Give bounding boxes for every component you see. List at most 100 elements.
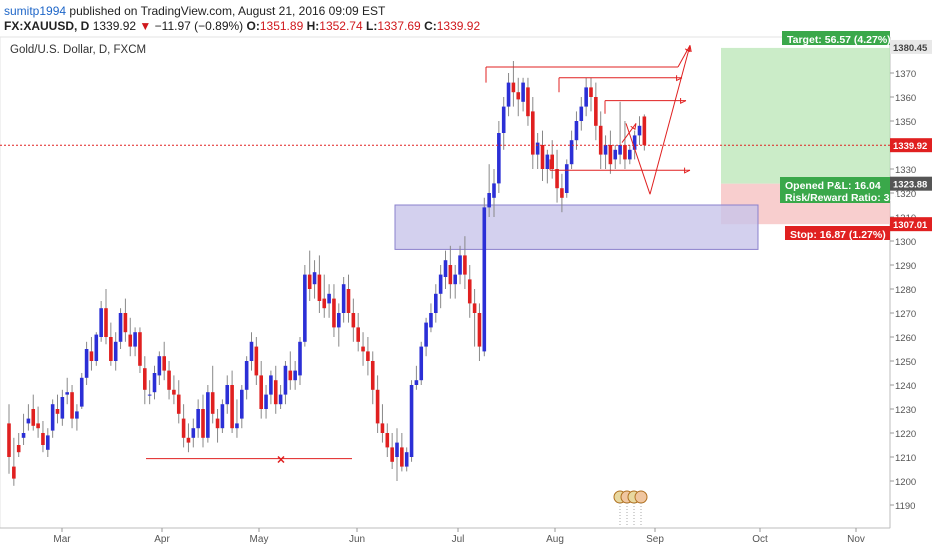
- candle-body[interactable]: [613, 149, 618, 160]
- candle-body[interactable]: [240, 389, 244, 419]
- candle-body[interactable]: [307, 274, 312, 289]
- candle-body[interactable]: [138, 332, 142, 366]
- candle-body[interactable]: [594, 97, 598, 126]
- candle-body[interactable]: [497, 133, 501, 184]
- candle-body[interactable]: [414, 380, 419, 385]
- candle-body[interactable]: [303, 274, 307, 342]
- candle-body[interactable]: [477, 313, 482, 347]
- candle-body[interactable]: [264, 394, 268, 409]
- candle-body[interactable]: [109, 337, 113, 361]
- candle-body[interactable]: [361, 346, 365, 352]
- candle-body[interactable]: [535, 142, 540, 155]
- candle-body[interactable]: [370, 361, 375, 390]
- candle-body[interactable]: [317, 274, 322, 301]
- author-link[interactable]: sumitp1994: [4, 4, 67, 18]
- candle-body[interactable]: [516, 92, 521, 100]
- candle-body[interactable]: [273, 380, 278, 405]
- candle-body[interactable]: [642, 116, 647, 146]
- candle-body[interactable]: [628, 149, 632, 160]
- candle-body[interactable]: [550, 154, 554, 169]
- candle-body[interactable]: [356, 327, 360, 342]
- candle-body[interactable]: [128, 334, 133, 347]
- candle-body[interactable]: [589, 87, 593, 97]
- candle-body[interactable]: [632, 135, 637, 150]
- candle-body[interactable]: [429, 313, 433, 328]
- candle-body[interactable]: [298, 341, 302, 376]
- candle-body[interactable]: [312, 272, 317, 285]
- candle-body[interactable]: [104, 308, 108, 337]
- candle-body[interactable]: [545, 154, 550, 169]
- candle-body[interactable]: [196, 409, 200, 429]
- candle-body[interactable]: [492, 183, 496, 198]
- candle-body[interactable]: [526, 87, 530, 117]
- candle-body[interactable]: [79, 377, 84, 407]
- candle-body[interactable]: [75, 411, 79, 419]
- candle-body[interactable]: [113, 341, 118, 361]
- candle-body[interactable]: [50, 404, 55, 431]
- candle-body[interactable]: [453, 274, 457, 285]
- event-flag-icon[interactable]: [634, 490, 648, 504]
- candle-body[interactable]: [60, 397, 65, 419]
- candle-body[interactable]: [482, 207, 487, 352]
- candle-body[interactable]: [438, 274, 443, 294]
- candle-body[interactable]: [210, 392, 215, 414]
- candle-body[interactable]: [36, 423, 40, 429]
- candle-body[interactable]: [225, 385, 230, 405]
- candle-body[interactable]: [220, 404, 225, 429]
- candle-body[interactable]: [152, 373, 157, 393]
- candle-body[interactable]: [70, 392, 74, 419]
- candle-body[interactable]: [215, 418, 220, 429]
- candle-body[interactable]: [288, 370, 293, 381]
- candle-body[interactable]: [341, 284, 346, 313]
- candle-body[interactable]: [380, 423, 385, 433]
- candle-body[interactable]: [322, 298, 327, 309]
- candle-body[interactable]: [172, 389, 176, 395]
- candle-body[interactable]: [186, 437, 191, 443]
- candle-body[interactable]: [278, 394, 283, 405]
- candle-body[interactable]: [458, 255, 462, 275]
- candle-body[interactable]: [375, 389, 380, 424]
- candle-body[interactable]: [385, 433, 390, 448]
- candle-body[interactable]: [46, 435, 50, 450]
- candle-body[interactable]: [598, 125, 603, 155]
- candle-body[interactable]: [409, 385, 414, 457]
- candle-body[interactable]: [55, 409, 60, 414]
- candle-body[interactable]: [123, 313, 128, 333]
- candle-body[interactable]: [206, 392, 210, 438]
- candle-body[interactable]: [623, 145, 627, 160]
- candle-body[interactable]: [395, 442, 399, 457]
- candle-body[interactable]: [235, 423, 239, 429]
- candle-body[interactable]: [540, 145, 545, 169]
- candle-body[interactable]: [511, 82, 516, 93]
- candle-body[interactable]: [89, 351, 94, 361]
- candle-body[interactable]: [501, 106, 506, 133]
- candle-body[interactable]: [99, 308, 103, 337]
- candle-body[interactable]: [579, 106, 584, 121]
- candle-body[interactable]: [448, 265, 453, 285]
- candle-body[interactable]: [12, 466, 16, 479]
- candle-body[interactable]: [293, 370, 297, 381]
- candle-body[interactable]: [283, 365, 288, 395]
- candle-body[interactable]: [603, 145, 608, 155]
- candle-body[interactable]: [143, 368, 147, 390]
- candle-body[interactable]: [7, 423, 11, 457]
- candle-body[interactable]: [584, 87, 588, 107]
- candle-body[interactable]: [327, 293, 331, 304]
- candle-body[interactable]: [94, 334, 99, 361]
- candle-body[interactable]: [618, 145, 622, 155]
- candle-body[interactable]: [244, 361, 249, 390]
- candle-body[interactable]: [259, 375, 263, 409]
- candle-body[interactable]: [443, 260, 448, 277]
- candle-body[interactable]: [167, 370, 171, 390]
- candle-body[interactable]: [560, 188, 564, 198]
- candle-body[interactable]: [176, 394, 181, 414]
- candle-body[interactable]: [41, 433, 45, 445]
- candle-body[interactable]: [201, 409, 205, 438]
- candle-body[interactable]: [487, 193, 491, 208]
- candle-body[interactable]: [118, 313, 123, 342]
- candle-body[interactable]: [84, 349, 89, 378]
- candle-body[interactable]: [31, 409, 36, 426]
- candle-body[interactable]: [337, 313, 341, 328]
- candle-body[interactable]: [254, 346, 259, 376]
